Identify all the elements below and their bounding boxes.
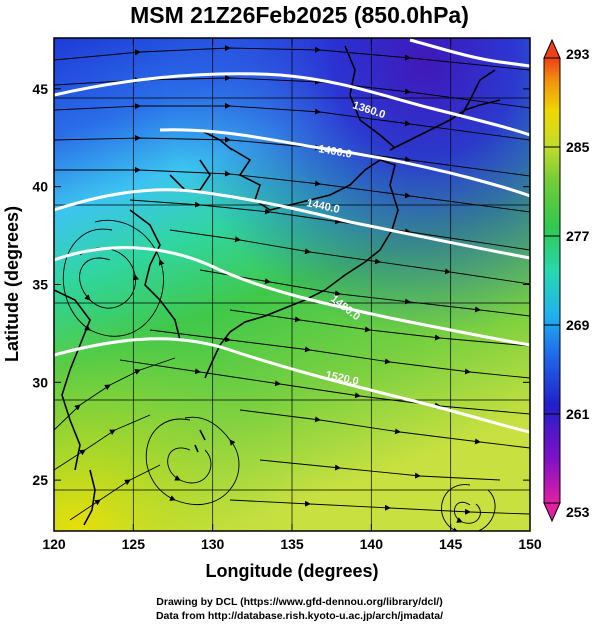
contour-1400	[159, 128, 530, 198]
y-tick-label: 30	[32, 374, 48, 390]
colorbar-tick-label: 261	[566, 406, 590, 422]
colorbar-tick-label: 277	[566, 228, 590, 244]
y-tick-label: 45	[32, 81, 48, 97]
colorbar-max-arrow	[543, 38, 561, 59]
credit-data-source: Data from http://database.rish.kyoto-u.a…	[155, 610, 444, 622]
contour-labels: 1360.0 1400.0 1440.0 1480.0 1520.0	[305, 99, 386, 387]
map-title: MSM 21Z26Feb2025 (850.0hPa)	[130, 2, 469, 28]
y-tick-label: 40	[32, 179, 48, 195]
colorbar-tick-label: 293	[566, 46, 590, 62]
contour-1520	[54, 337, 530, 434]
colorbar-tick-label: 269	[566, 317, 590, 333]
x-tick-label: 150	[518, 536, 542, 552]
wind-streamlines	[54, 45, 530, 531]
contour-north	[409, 38, 530, 68]
x-tick-label: 130	[201, 536, 225, 552]
colorbar: 293 285 277 269 261 253	[543, 38, 590, 523]
colorbar-tick-label: 285	[566, 139, 590, 155]
x-tick-label: 140	[360, 536, 384, 552]
colorbar-tick-label: 253	[566, 504, 590, 520]
x-tick-label: 125	[122, 536, 146, 552]
x-axis: 120 125 130 135 140 145 150 Longitude (degrees…	[42, 38, 542, 581]
graticule	[54, 38, 530, 531]
colorbar-min-arrow	[543, 502, 561, 523]
y-axis-label: Latitude (degrees)	[2, 206, 22, 362]
height-contours	[54, 38, 530, 434]
x-tick-label: 145	[439, 536, 463, 552]
x-tick-label: 120	[42, 536, 66, 552]
y-tick-label: 25	[32, 472, 48, 488]
y-axis: 25 30 35 40 45 Latitude (degrees)	[2, 81, 530, 488]
y-tick-label: 35	[32, 277, 48, 293]
credit-drawing: Drawing by DCL (https://www.gfd-dennou.o…	[156, 596, 443, 608]
x-axis-label: Longitude (degrees)	[205, 561, 378, 581]
contour-1440	[54, 188, 530, 260]
contour-label-1400: 1400.0	[317, 143, 352, 161]
colorbar-bar	[543, 57, 561, 504]
x-tick-label: 135	[280, 536, 304, 552]
contour-1360	[54, 72, 530, 137]
contour-1480	[54, 246, 530, 347]
